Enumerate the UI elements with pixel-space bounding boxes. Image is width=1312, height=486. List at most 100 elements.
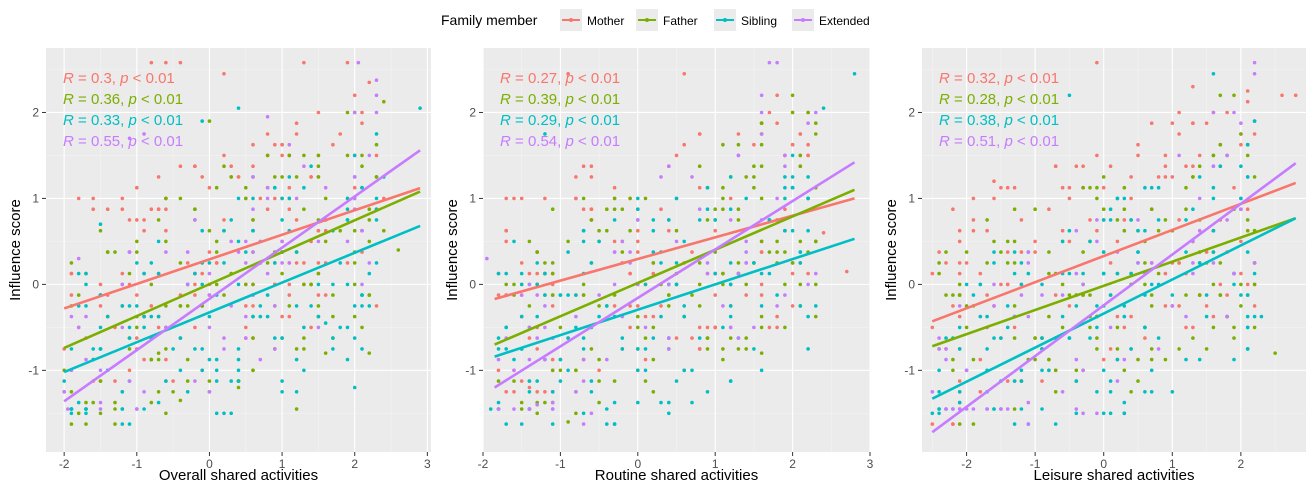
- data-point: [597, 357, 601, 362]
- data-point: [1204, 121, 1209, 125]
- data-point: [1115, 347, 1120, 351]
- y-tick-label: 0: [908, 277, 915, 291]
- y-tick-label: 1: [908, 191, 915, 205]
- data-point: [620, 239, 625, 244]
- data-point: [721, 304, 725, 308]
- data-point: [1074, 164, 1079, 168]
- data-point: [178, 398, 183, 403]
- data-point: [323, 293, 328, 297]
- data-point: [98, 325, 103, 330]
- data-point: [135, 336, 139, 340]
- data-point: [581, 207, 586, 211]
- data-point: [736, 218, 741, 222]
- data-point: [589, 175, 594, 179]
- y-axis-title: Influence score: [444, 199, 461, 301]
- data-point: [659, 400, 663, 405]
- x-tick-label: 0: [1100, 457, 1107, 471]
- data-point: [705, 261, 710, 265]
- correlation-label: R = 0.33, p < 0.01: [63, 112, 183, 129]
- data-point: [367, 80, 372, 85]
- data-point: [759, 351, 764, 355]
- data-point: [265, 314, 270, 319]
- data-point: [105, 314, 110, 319]
- data-point: [674, 239, 679, 244]
- data-point: [697, 132, 702, 136]
- data-point: [193, 164, 197, 168]
- data-point: [1122, 368, 1127, 373]
- data-point: [1191, 121, 1195, 125]
- data-point: [814, 132, 818, 136]
- data-point: [775, 325, 779, 330]
- data-point: [605, 407, 609, 411]
- data-point: [1074, 271, 1079, 276]
- data-point: [280, 142, 284, 147]
- data-point: [69, 271, 74, 276]
- x-tick-label: 3: [424, 457, 431, 471]
- data-point: [581, 164, 586, 168]
- data-point: [744, 347, 748, 351]
- data-point: [1163, 218, 1168, 222]
- data-point: [193, 293, 197, 297]
- data-point: [930, 271, 935, 276]
- data-point: [1170, 121, 1175, 125]
- data-point: [1232, 110, 1236, 115]
- fit-line-father: [931, 216, 1297, 348]
- data-point: [302, 207, 306, 211]
- data-point: [1122, 228, 1127, 233]
- data-point: [1005, 304, 1010, 308]
- data-point: [294, 196, 299, 201]
- data-point: [1197, 175, 1202, 179]
- data-point: [985, 228, 989, 233]
- data-point: [504, 422, 509, 426]
- data-point: [251, 304, 255, 308]
- data-point: [814, 314, 818, 319]
- data-point: [1197, 261, 1202, 265]
- data-point: [790, 228, 795, 233]
- data-point: [1184, 314, 1188, 319]
- data-point: [149, 282, 154, 287]
- data-point: [1108, 261, 1113, 265]
- data-point: [1245, 347, 1250, 351]
- data-point: [790, 153, 795, 158]
- data-point: [550, 261, 555, 265]
- data-point: [214, 357, 219, 362]
- data-point: [659, 207, 663, 211]
- data-point: [690, 400, 694, 405]
- data-point: [814, 304, 818, 308]
- data-point: [1040, 282, 1044, 287]
- data-point: [1088, 293, 1092, 297]
- data-point: [251, 368, 255, 373]
- r-value: = 0.55,: [74, 133, 129, 150]
- data-point: [69, 422, 74, 426]
- legend-key-sibling: Sibling: [714, 9, 777, 31]
- data-point: [566, 368, 570, 373]
- data-point: [581, 228, 586, 233]
- data-point: [185, 390, 190, 394]
- data-point: [728, 218, 733, 222]
- data-point: [636, 314, 640, 319]
- data-point: [566, 239, 570, 244]
- data-point: [120, 325, 125, 330]
- data-point: [736, 271, 741, 276]
- data-point: [1218, 164, 1223, 168]
- data-point: [790, 271, 795, 276]
- data-point: [1191, 325, 1195, 330]
- data-point: [1184, 207, 1188, 211]
- data-point: [352, 110, 357, 115]
- data-point: [309, 325, 313, 330]
- data-point: [1115, 379, 1120, 383]
- data-point: [374, 261, 379, 265]
- data-point: [156, 175, 161, 179]
- data-point: [185, 261, 190, 265]
- data-point: [814, 110, 818, 115]
- data-point: [91, 400, 95, 405]
- p-symbol: p: [564, 70, 573, 87]
- data-point: [721, 142, 725, 147]
- data-point: [527, 390, 532, 394]
- data-point: [512, 368, 516, 373]
- data-point: [628, 196, 632, 201]
- data-point: [236, 368, 241, 373]
- data-point: [1033, 336, 1037, 340]
- data-point: [1197, 293, 1202, 297]
- data-point: [200, 368, 204, 373]
